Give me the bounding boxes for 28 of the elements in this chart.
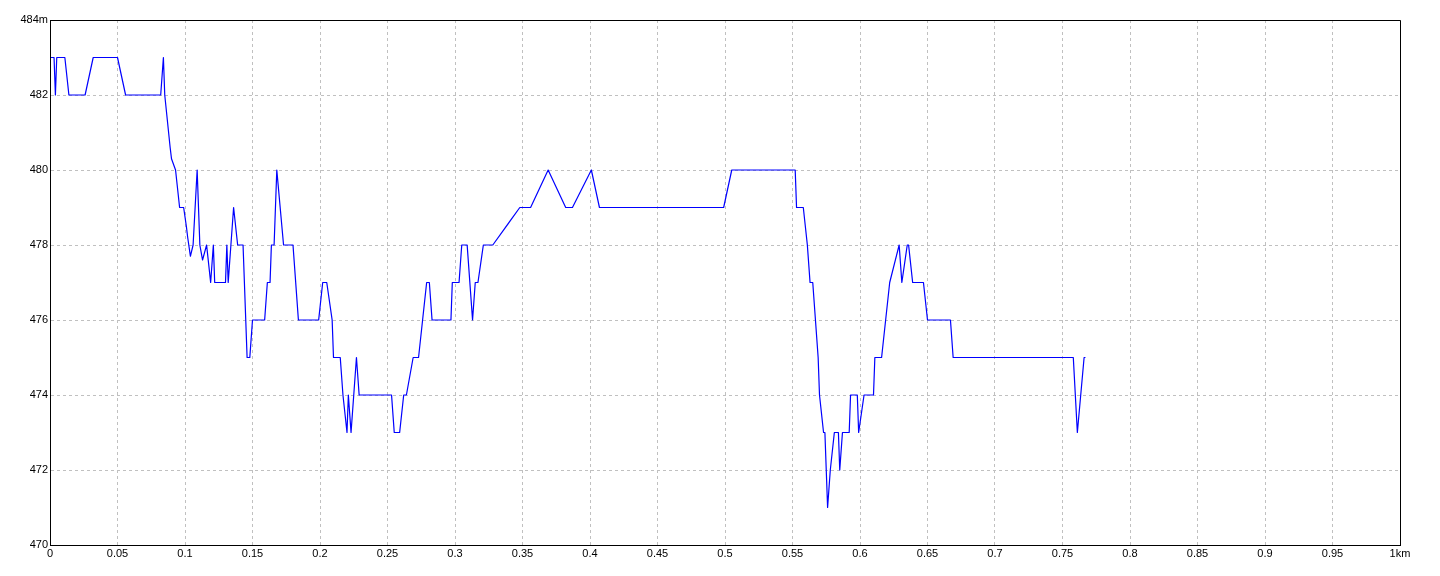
x-tick-label: 0.05 (106, 546, 129, 559)
x-tick-label: 0.55 (781, 546, 804, 559)
x-tick-label: 0.25 (376, 546, 399, 559)
x-tick-label: 0.65 (916, 546, 939, 559)
y-tick-label: 472 (29, 463, 48, 476)
y-tick-label: 478 (29, 238, 48, 251)
x-tick-label: 0.9 (1257, 546, 1273, 559)
y-tick-label: 480 (29, 163, 48, 176)
y-tick-label: 484m (20, 13, 48, 26)
x-tick-label: 0.5 (717, 546, 733, 559)
x-tick-label: 1km (1389, 546, 1411, 559)
y-tick-label: 476 (29, 313, 48, 326)
x-tick-label: 0.6 (852, 546, 868, 559)
x-tick-label: 0.8 (1122, 546, 1138, 559)
x-tick-label: 0.95 (1321, 546, 1344, 559)
x-tick-label: 0.1 (177, 546, 193, 559)
y-tick-label: 482 (29, 88, 48, 101)
x-tick-label: 0.7 (987, 546, 1003, 559)
x-tick-label: 0.35 (511, 546, 534, 559)
y-tick-label: 474 (29, 388, 48, 401)
x-tick-label: 0.2 (312, 546, 328, 559)
y-tick-label: 470 (29, 538, 48, 551)
x-tick-label: 0.85 (1186, 546, 1209, 559)
x-tick-label: 0.75 (1051, 546, 1074, 559)
x-tick-label: 0.4 (582, 546, 598, 559)
x-tick-label: 0.15 (241, 546, 264, 559)
x-tick-label: 0.3 (447, 546, 463, 559)
x-tick-label: 0.45 (646, 546, 669, 559)
